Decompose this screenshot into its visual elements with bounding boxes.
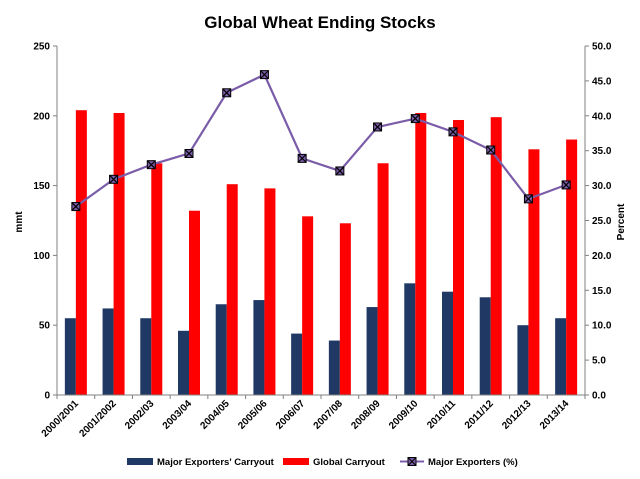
- point-exporters-percent-12: [523, 194, 533, 204]
- bar-global-carryout-5: [264, 188, 276, 395]
- legend-label-global-carryout: Global Carryout: [313, 457, 386, 468]
- point-exporters-percent-7: [335, 166, 345, 176]
- y2-axis-label: Percent: [616, 203, 627, 240]
- axes-layer: [53, 45, 589, 399]
- bar-exporters-carryout-2: [140, 318, 152, 395]
- bar-global-carryout-12: [528, 149, 540, 395]
- y2-tick-label: 10.0: [592, 321, 612, 332]
- point-exporters-percent-13: [561, 180, 571, 190]
- bar-exporters-carryout-5: [253, 300, 265, 395]
- point-exporters-percent-4: [222, 88, 232, 98]
- y-tick-label: 50: [39, 321, 51, 332]
- point-exporters-percent-8: [373, 122, 383, 132]
- y2-tick-label: 50.0: [592, 42, 612, 53]
- bar-global-carryout-0: [75, 110, 87, 395]
- bar-global-carryout-6: [302, 216, 314, 395]
- point-exporters-percent-9: [410, 114, 420, 124]
- y2-tick-label: 5.0: [592, 356, 606, 367]
- legend-swatch-exporters-carryout: [127, 458, 153, 465]
- point-exporters-percent-3: [184, 148, 194, 158]
- bar-exporters-carryout-3: [178, 330, 189, 395]
- bar-global-carryout-4: [226, 184, 238, 395]
- y2-tick-label: 40.0: [592, 111, 612, 122]
- y2-tick-label: 0.0: [592, 391, 606, 402]
- bar-exporters-carryout-10: [442, 291, 453, 395]
- bar-global-carryout-3: [189, 210, 200, 395]
- bar-exporters-carryout-1: [102, 308, 114, 395]
- point-exporters-percent-6: [297, 153, 307, 163]
- bar-exporters-carryout-9: [404, 283, 416, 395]
- right-tick-labels: 0.0 5.0 10.0 15.0 20.0 25.0 30.0 35.0 40.0 45.0 50…: [592, 42, 612, 402]
- bar-exporters-carryout-12: [517, 325, 529, 395]
- y2-tick-label: 35.0: [592, 146, 612, 157]
- bar-exporters-carryout-11: [479, 297, 491, 395]
- legend-marker-exporters-percent: [407, 457, 417, 466]
- bar-exporters-carryout-8: [366, 307, 378, 395]
- bar-exporters-carryout-4: [215, 304, 227, 395]
- y2-tick-label: 45.0: [592, 76, 612, 87]
- bar-global-carryout-9: [415, 113, 427, 396]
- y2-tick-label: 25.0: [592, 216, 612, 227]
- legend-swatch-global-carryout: [283, 458, 309, 465]
- point-exporters-percent-2: [146, 160, 156, 170]
- y2-tick-label: 15.0: [592, 286, 612, 297]
- bar-exporters-carryout-6: [291, 333, 303, 395]
- y-tick-label: 100: [33, 251, 50, 262]
- left-tick-labels: 0 50 100 150 200 250: [33, 42, 50, 402]
- point-exporters-percent-0: [71, 202, 81, 212]
- point-exporters-percent-11: [486, 145, 496, 155]
- bar-layer: [64, 110, 578, 396]
- point-exporters-percent-10: [448, 127, 458, 137]
- legend-label-exporters-percent: Major Exporters (%): [428, 457, 518, 468]
- bar-global-carryout-11: [490, 117, 502, 396]
- point-exporters-percent-5: [259, 70, 269, 80]
- bar-global-carryout-2: [151, 163, 163, 395]
- legend-label-exporters-carryout: Major Exporters' Carryout: [157, 457, 275, 468]
- bar-exporters-carryout-0: [64, 318, 76, 395]
- bar-exporters-carryout-13: [555, 318, 567, 395]
- y2-tick-label: 20.0: [592, 251, 612, 262]
- line-layer: [71, 70, 571, 212]
- bar-global-carryout-10: [453, 119, 464, 395]
- bar-global-carryout-7: [339, 223, 351, 395]
- y-tick-label: 250: [33, 42, 50, 53]
- bar-global-carryout-13: [566, 139, 578, 395]
- bar-global-carryout-1: [113, 113, 125, 396]
- y-axis-label: mmt: [14, 211, 25, 233]
- bar-global-carryout-8: [377, 163, 389, 395]
- bar-exporters-carryout-7: [328, 340, 340, 395]
- legend: Major Exporters' Carryout Global Carryou…: [127, 457, 518, 468]
- y-tick-label: 200: [33, 111, 50, 122]
- y-tick-label: 0: [44, 391, 50, 402]
- point-exporters-percent-1: [109, 174, 119, 184]
- chart-title: Global Wheat Ending Stocks: [204, 13, 435, 32]
- line-exporters-percent: [75, 73, 567, 208]
- y-tick-label: 150: [33, 181, 50, 192]
- y2-tick-label: 30.0: [592, 181, 612, 192]
